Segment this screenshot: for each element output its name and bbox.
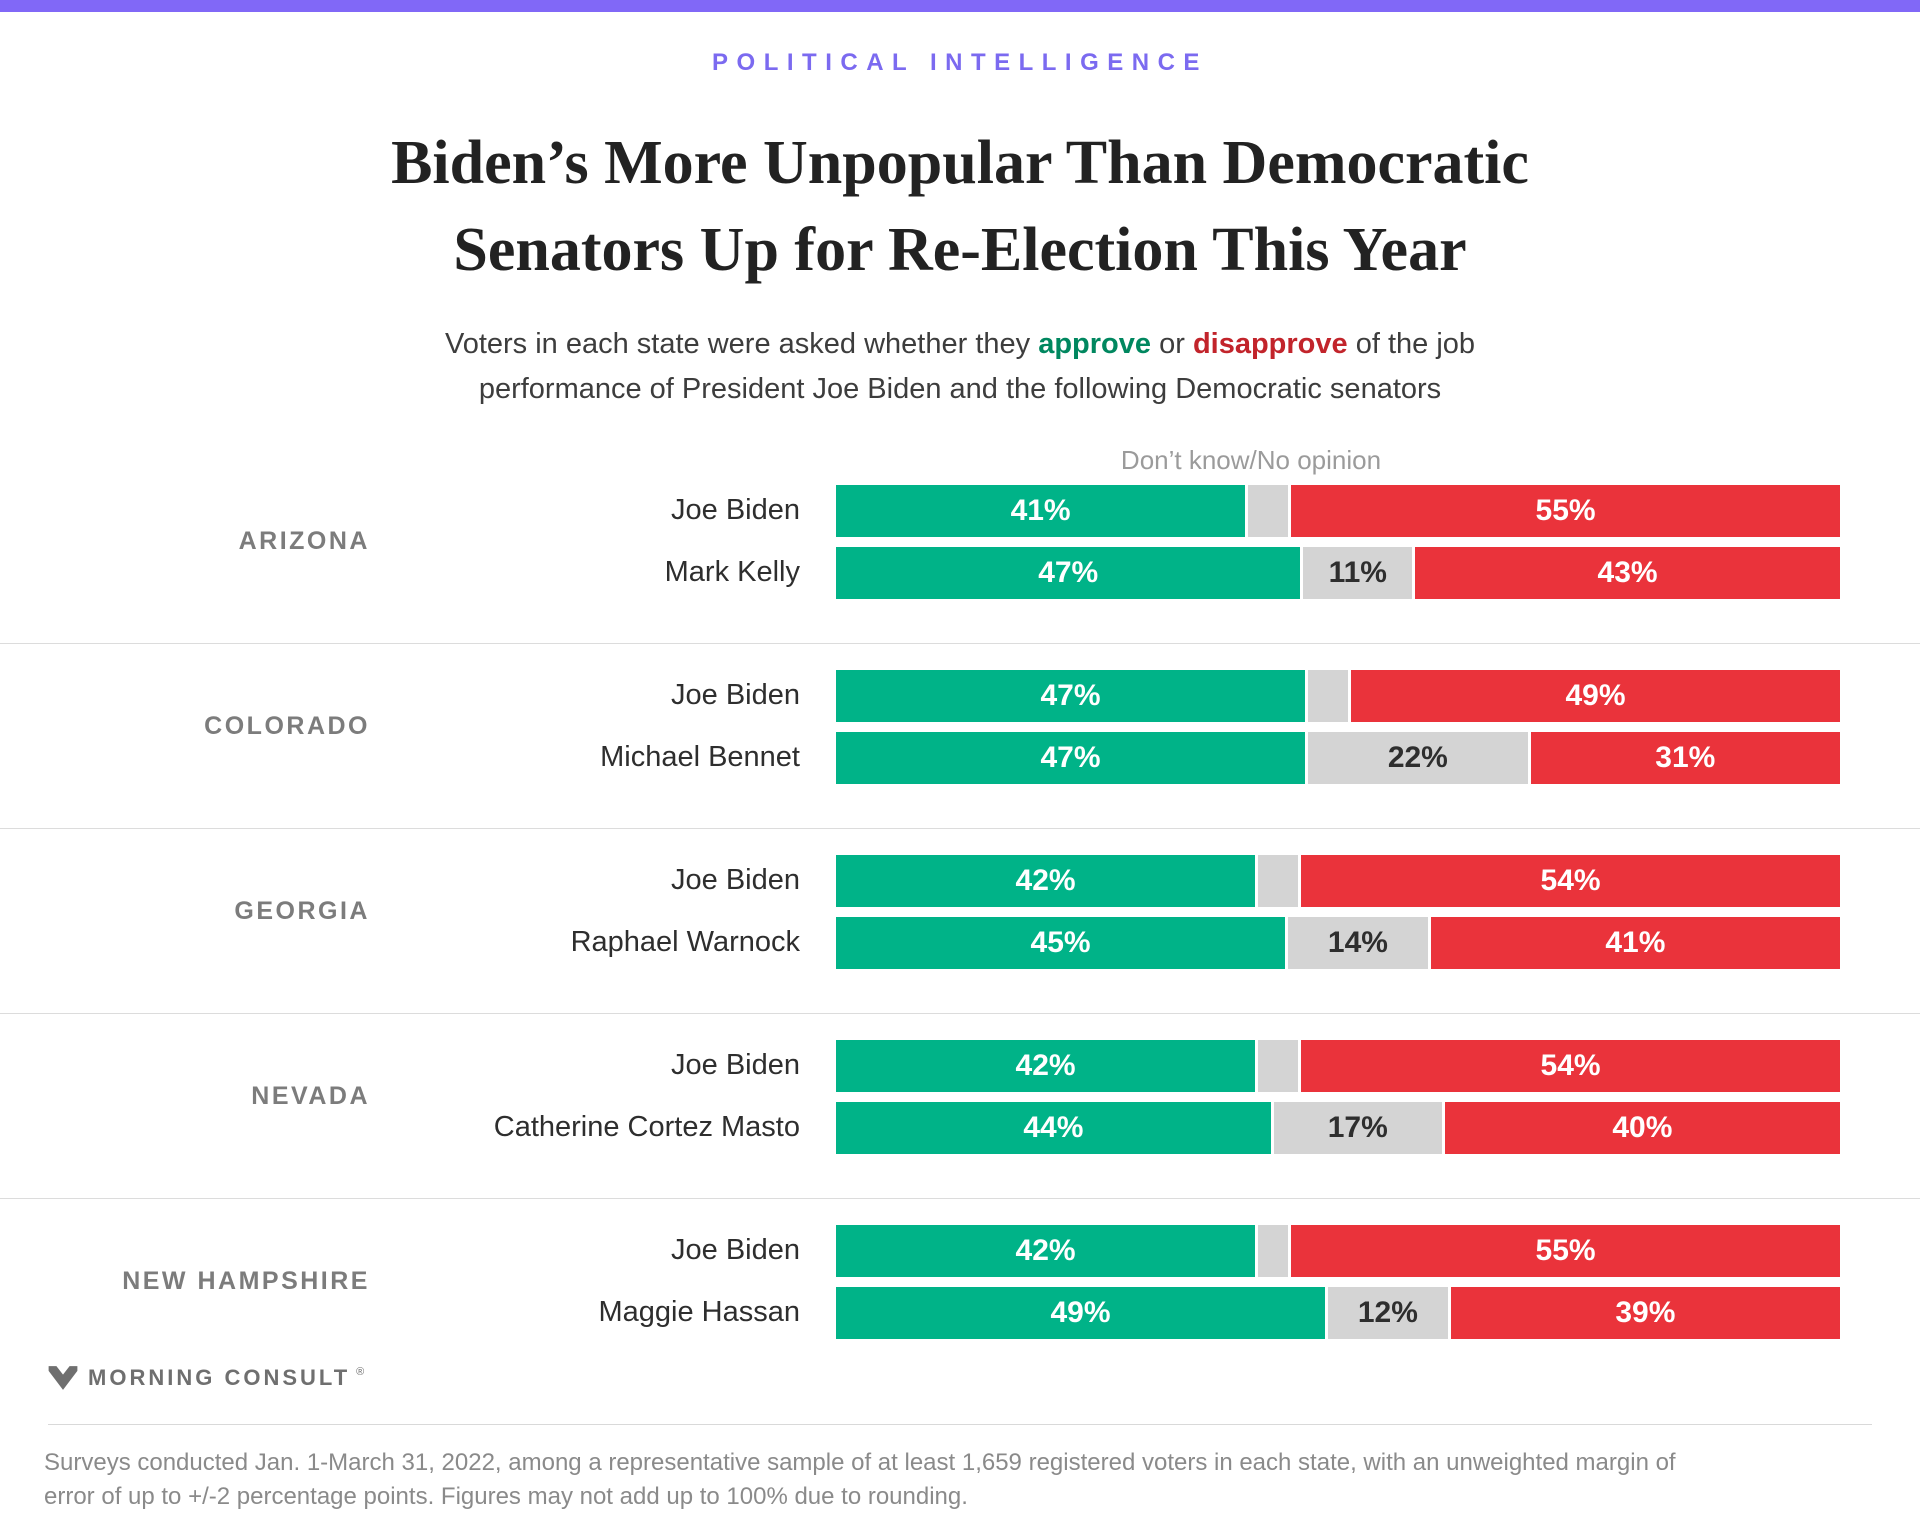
- bar-row: Joe Biden 42% 55%: [370, 1224, 1920, 1277]
- state-rows: Joe Biden 42% 54% Catherine Cortez Masto 44%…: [370, 1039, 1920, 1154]
- subtitle-line-2: performance of President Joe Biden and t…: [478, 372, 1442, 405]
- bar-row: Joe Biden 42% 54%: [370, 1039, 1920, 1092]
- state-rows: Joe Biden 47% 49% Michael Bennet 47% 22% 31%: [370, 669, 1920, 784]
- approve-segment: 44%: [836, 1101, 1271, 1154]
- person-name: Raphael Warnock: [570, 926, 800, 959]
- morning-consult-logomark-icon: [48, 1365, 78, 1390]
- stacked-bar: 49% 12% 39%: [836, 1286, 1840, 1339]
- title-line-2: Senators Up for Re-Election This Year: [453, 215, 1467, 284]
- stacked-bar: 44% 17% 40%: [836, 1101, 1840, 1154]
- person-name: Joe Biden: [671, 679, 800, 712]
- stacked-bar: 47% 49%: [836, 669, 1840, 722]
- footer-divider: [48, 1423, 1872, 1425]
- subtitle-text-prefix: Voters in each state were asked whether …: [444, 327, 1039, 360]
- approval-chart: Don’t know/No opinion ARIZONA Joe Biden 41…: [0, 445, 1920, 1339]
- title-line-1: Biden’s More Unpopular Than Democratic: [391, 129, 1529, 197]
- disapprove-segment: 40%: [1444, 1101, 1840, 1154]
- state-group: GEORGIA Joe Biden 42% 54% Raphael Warnock 45%…: [0, 829, 1920, 1014]
- disapprove-segment: 41%: [1430, 916, 1840, 969]
- disapprove-segment: 55%: [1291, 484, 1841, 537]
- dont-know-segment: [1308, 669, 1348, 722]
- footnote-line-1: Surveys conducted Jan. 1-March 31, 2022,…: [44, 1448, 1676, 1476]
- disapprove-segment: 31%: [1530, 731, 1840, 784]
- bar-row: Joe Biden 41% 55%: [370, 484, 1920, 537]
- person-name: Joe Biden: [671, 864, 800, 897]
- morning-consult-logo: MORNING CONSULT ®: [48, 1364, 1920, 1392]
- disapprove-segment: 39%: [1450, 1286, 1840, 1339]
- approve-segment: 47%: [836, 731, 1306, 784]
- stacked-bar: 42% 54%: [836, 1039, 1840, 1092]
- bar-row: Mark Kelly 47% 11% 43%: [370, 546, 1920, 599]
- approve-segment: 42%: [836, 1039, 1256, 1092]
- dont-know-segment: 11%: [1303, 546, 1413, 599]
- eyebrow-label: POLITICAL INTELLIGENCE: [712, 49, 1208, 76]
- dont-know-segment: [1258, 1039, 1299, 1092]
- state-label: ARIZONA: [238, 527, 370, 556]
- disapprove-segment: 54%: [1301, 1039, 1840, 1092]
- stacked-bar: 42% 55%: [836, 1224, 1840, 1277]
- bar-row: Joe Biden 42% 54%: [370, 854, 1920, 907]
- state-label: COLORADO: [204, 712, 370, 741]
- disapprove-segment: 55%: [1291, 1224, 1840, 1277]
- state-group: COLORADO Joe Biden 47% 49% Michael Bennet 47%…: [0, 644, 1920, 829]
- approve-segment: 49%: [836, 1286, 1326, 1339]
- subtitle-approve-word: approve: [1038, 327, 1152, 360]
- subtitle-disapprove-word: disapprove: [1192, 327, 1348, 360]
- stacked-bar: 47% 22% 31%: [836, 731, 1840, 784]
- state-rows: Joe Biden 41% 55% Mark Kelly 47% 11% 43%: [370, 484, 1920, 599]
- brand-top-bar: [0, 0, 1920, 12]
- footnote-line-2: error of up to +/-2 percentage points. F…: [44, 1482, 968, 1510]
- subtitle-text-suffix: of the job: [1347, 327, 1476, 360]
- dont-know-segment: [1258, 854, 1299, 907]
- stacked-bar: 45% 14% 41%: [836, 916, 1840, 969]
- registered-trademark-symbol: ®: [356, 1365, 365, 1378]
- person-name: Joe Biden: [671, 1234, 800, 1267]
- approve-segment: 41%: [836, 484, 1246, 537]
- stacked-bar: 42% 54%: [836, 854, 1840, 907]
- state-group: NEW HAMPSHIRE Joe Biden 42% 55% Maggie Hassa…: [0, 1199, 1920, 1339]
- disapprove-segment: 43%: [1415, 546, 1840, 599]
- person-name: Catherine Cortez Masto: [493, 1111, 800, 1144]
- state-rows: Joe Biden 42% 55% Maggie Hassan 49% 12% 39%: [370, 1224, 1920, 1339]
- dont-know-annotation: Don’t know/No opinion: [1120, 444, 1382, 475]
- stacked-bar: 41% 55%: [836, 484, 1841, 537]
- state-label: NEW HAMPSHIRE: [122, 1267, 370, 1296]
- page-title: Biden’s More Unpopular Than Democratic Se…: [0, 120, 1920, 294]
- dont-know-segment: 12%: [1328, 1286, 1448, 1339]
- approve-segment: 42%: [836, 1224, 1256, 1277]
- bar-row: Joe Biden 47% 49%: [370, 669, 1920, 722]
- person-name: Mark Kelly: [664, 556, 800, 589]
- bar-row: Michael Bennet 47% 22% 31%: [370, 731, 1920, 784]
- disapprove-segment: 49%: [1350, 669, 1840, 722]
- dont-know-segment: [1258, 1224, 1289, 1277]
- footnote: Surveys conducted Jan. 1-March 31, 2022,…: [44, 1446, 1850, 1514]
- person-name: Joe Biden: [671, 1049, 800, 1082]
- dont-know-segment: 22%: [1308, 731, 1528, 784]
- bar-row: Raphael Warnock 45% 14% 41%: [370, 916, 1920, 969]
- state-group: ARIZONA Joe Biden 41% 55% Mark Kelly 47% 11% 43…: [0, 483, 1920, 644]
- approve-segment: 42%: [836, 854, 1256, 907]
- dont-know-segment: 17%: [1273, 1101, 1442, 1154]
- state-group: NEVADA Joe Biden 42% 54% Catherine Cortez Ma…: [0, 1014, 1920, 1199]
- person-name: Michael Bennet: [600, 741, 800, 774]
- subtitle: Voters in each state were asked whether …: [0, 322, 1920, 412]
- subtitle-conjunction: or: [1151, 327, 1193, 360]
- bar-row: Maggie Hassan 49% 12% 39%: [370, 1286, 1920, 1339]
- approve-segment: 47%: [836, 669, 1306, 722]
- disapprove-segment: 54%: [1301, 854, 1840, 907]
- stacked-bar: 47% 11% 43%: [836, 546, 1840, 599]
- dont-know-segment: 14%: [1288, 916, 1428, 969]
- state-label: GEORGIA: [234, 897, 370, 926]
- state-rows: Joe Biden 42% 54% Raphael Warnock 45% 14% 41%: [370, 854, 1920, 969]
- person-name: Joe Biden: [671, 494, 800, 527]
- approve-segment: 47%: [836, 546, 1301, 599]
- logo-text: MORNING CONSULT: [88, 1364, 351, 1390]
- chart-groups: ARIZONA Joe Biden 41% 55% Mark Kelly 47% 11% 43…: [0, 483, 1920, 1339]
- approve-segment: 45%: [836, 916, 1286, 969]
- person-name: Maggie Hassan: [598, 1296, 801, 1329]
- dont-know-segment: [1248, 484, 1289, 537]
- state-label: NEVADA: [251, 1082, 370, 1111]
- bar-row: Catherine Cortez Masto 44% 17% 40%: [370, 1101, 1920, 1154]
